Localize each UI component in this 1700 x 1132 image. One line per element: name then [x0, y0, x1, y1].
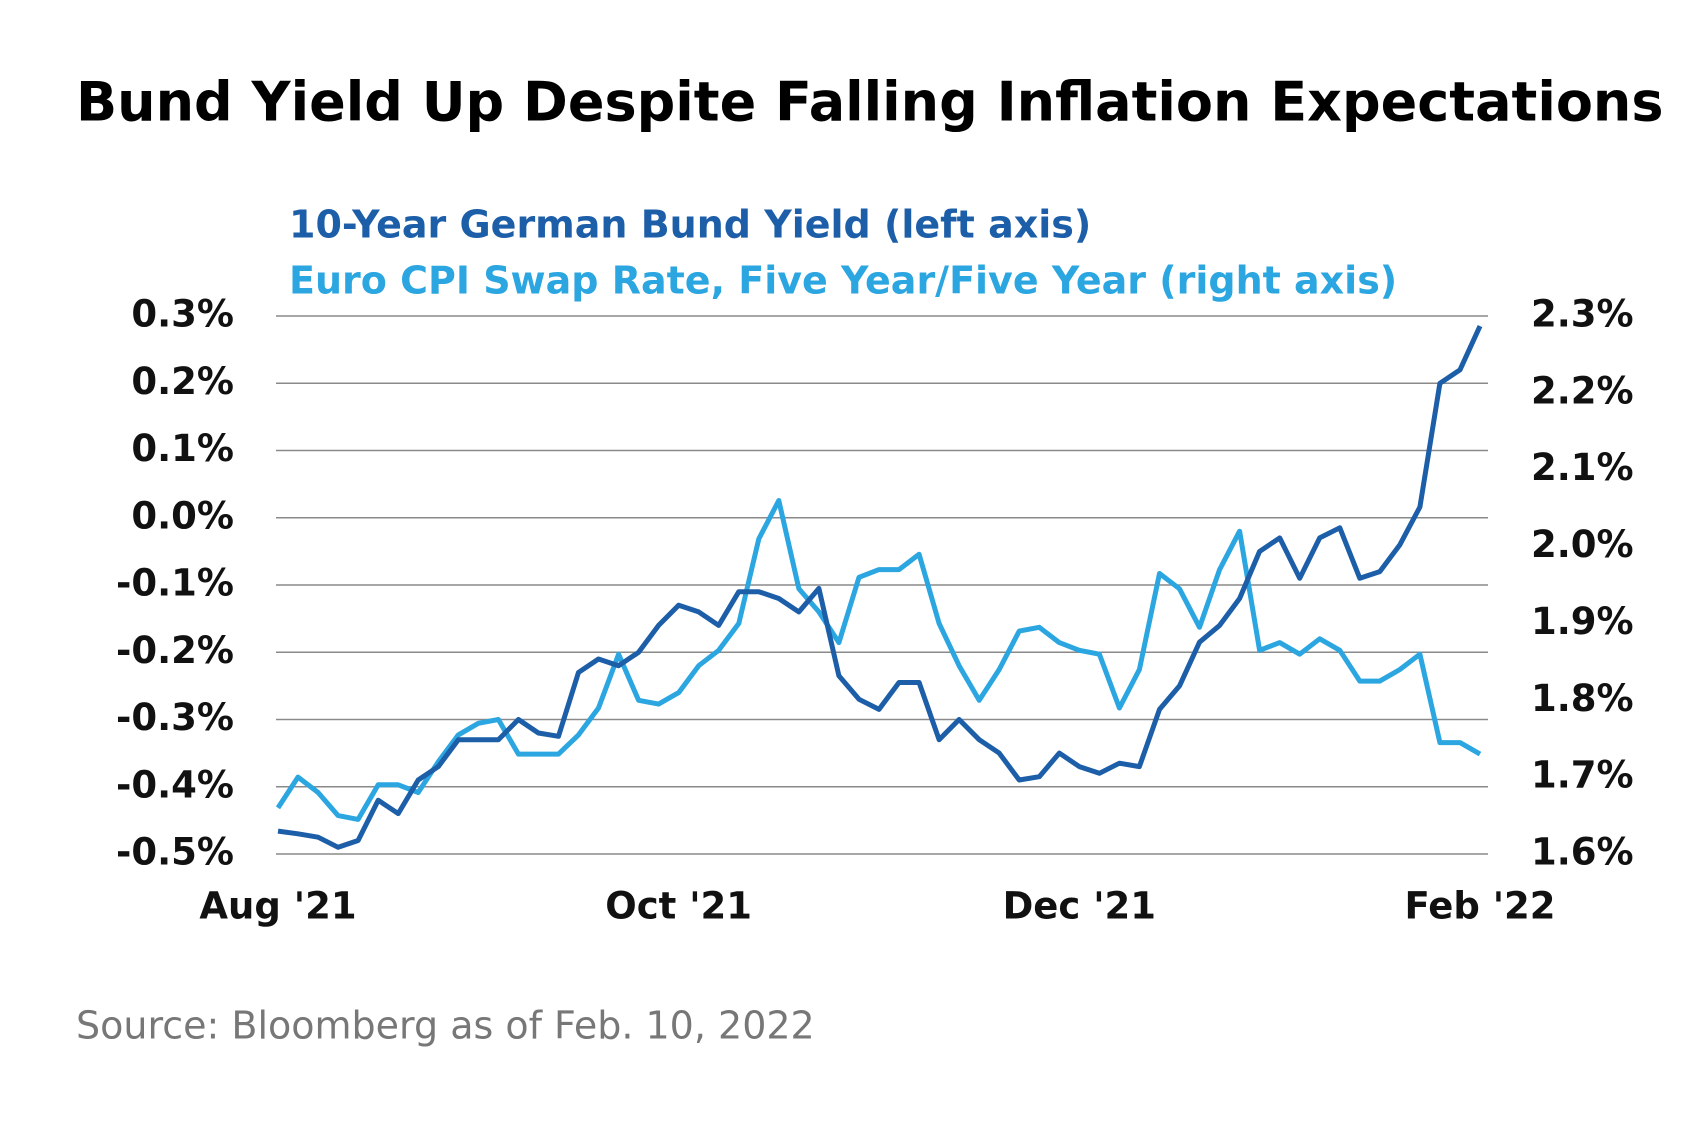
chart-title: Bund Yield Up Despite Falling Inflation … — [76, 71, 1664, 134]
x-tick-label: Dec '21 — [1003, 885, 1156, 928]
y-tick-label: -0.2% — [116, 629, 234, 672]
y2-tick-label: 1.7% — [1531, 754, 1634, 797]
y-tick-label: 0.1% — [131, 427, 234, 470]
y2-tick-label: 1.9% — [1531, 600, 1634, 643]
y-tick-label: -0.1% — [116, 562, 234, 605]
y-tick-label: -0.3% — [116, 696, 234, 739]
y-tick-label: 0.3% — [131, 293, 234, 336]
legend-entry: 10-Year German Bund Yield (left axis) — [289, 203, 1091, 247]
legend-entry: Euro CPI Swap Rate, Five Year/Five Year … — [289, 259, 1397, 303]
series-line — [277, 325, 1483, 850]
y-tick-label: -0.5% — [116, 831, 234, 874]
x-tick-label: Oct '21 — [605, 885, 752, 928]
y2-tick-label: 2.2% — [1531, 369, 1634, 412]
x-tick-label: Feb '22 — [1404, 885, 1555, 928]
y2-tick-label: 2.0% — [1531, 523, 1634, 566]
y-tick-label: 0.2% — [131, 360, 234, 403]
y2-tick-label: 2.1% — [1531, 446, 1634, 489]
x-tick-label: Aug '21 — [199, 885, 356, 928]
source-note: Source: Bloomberg as of Feb. 10, 2022 — [76, 1004, 815, 1048]
y-tick-label: 0.0% — [131, 494, 234, 537]
series-line — [275, 498, 1482, 822]
y2-tick-label: 2.3% — [1531, 293, 1634, 336]
y-tick-label: -0.4% — [116, 763, 234, 806]
y2-tick-label: 1.6% — [1531, 831, 1634, 874]
y2-tick-label: 1.8% — [1531, 677, 1634, 720]
